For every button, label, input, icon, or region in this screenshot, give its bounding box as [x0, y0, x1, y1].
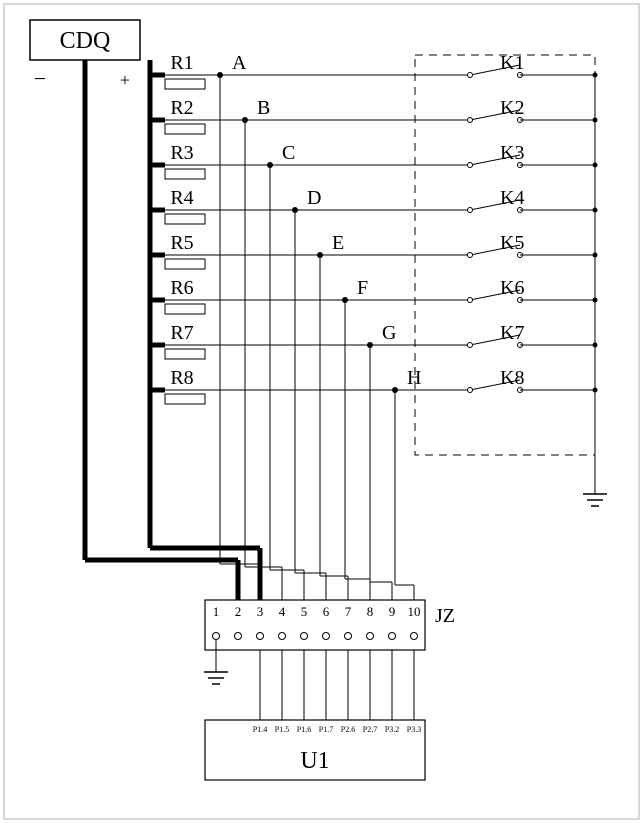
svg-text:6: 6 — [323, 604, 330, 619]
svg-text:5: 5 — [301, 604, 308, 619]
svg-text:8: 8 — [367, 604, 374, 619]
resistor-R6 — [165, 304, 205, 314]
switch-label-K2: K2 — [500, 97, 524, 119]
u1-pin-P1.4: P1.4 — [253, 725, 267, 734]
jz-pin-7 — [345, 633, 352, 640]
svg-text:+: + — [120, 70, 130, 90]
svg-text:1: 1 — [213, 604, 220, 619]
jz-pin-5 — [301, 633, 308, 640]
resistor-R7 — [165, 349, 205, 359]
jz-pin-2 — [235, 633, 242, 640]
switch-label-K4: K4 — [500, 187, 524, 209]
connector-label: JZ — [435, 605, 455, 627]
switch-label-K7: K7 — [500, 322, 524, 344]
resistor-R2 — [165, 124, 205, 134]
node-label-E: E — [332, 232, 344, 254]
resistor-label-R2: R2 — [170, 97, 193, 119]
node-label-F: F — [357, 277, 368, 299]
u1-pin-P3.3: P3.3 — [407, 725, 421, 734]
node-label-H: H — [407, 367, 421, 389]
svg-text:4: 4 — [279, 604, 286, 619]
jz-pin-8 — [367, 633, 374, 640]
svg-text:9: 9 — [389, 604, 396, 619]
resistor-label-R3: R3 — [170, 142, 193, 164]
resistor-label-R5: R5 — [170, 232, 193, 254]
frame — [4, 4, 639, 819]
jz-pin-9 — [389, 633, 396, 640]
u1-pin-P3.2: P3.2 — [385, 725, 399, 734]
resistor-label-R8: R8 — [170, 367, 193, 389]
resistor-R5 — [165, 259, 205, 269]
resistor-R8 — [165, 394, 205, 404]
u1-pin-P1.7: P1.7 — [319, 725, 333, 734]
svg-text:2: 2 — [235, 604, 242, 619]
resistor-R3 — [165, 169, 205, 179]
u1-pin-P1.6: P1.6 — [297, 725, 311, 734]
resistor-label-R6: R6 — [170, 277, 193, 299]
svg-text:−: − — [34, 66, 46, 91]
u1-pin-P2.6: P2.6 — [341, 725, 355, 734]
jz-pin-3 — [257, 633, 264, 640]
node-label-A: A — [232, 52, 247, 74]
resistor-label-R1: R1 — [170, 52, 193, 74]
node-label-D: D — [307, 187, 321, 209]
resistor-label-R4: R4 — [170, 187, 193, 209]
node-label-C: C — [282, 142, 295, 164]
node-label-G: G — [382, 322, 396, 344]
u1-pin-P2.7: P2.7 — [363, 725, 377, 734]
switch-label-K8: K8 — [500, 367, 524, 389]
u1-pin-P1.5: P1.5 — [275, 725, 289, 734]
jz-pin-4 — [279, 633, 286, 640]
jz-pin-10 — [411, 633, 418, 640]
u1-label: U1 — [300, 748, 329, 774]
jz-pin-1 — [213, 633, 220, 640]
switch-label-K3: K3 — [500, 142, 524, 164]
node-label-B: B — [257, 97, 270, 119]
svg-text:7: 7 — [345, 604, 352, 619]
switch-label-K1: K1 — [500, 52, 524, 74]
resistor-R4 — [165, 214, 205, 224]
resistor-R1 — [165, 79, 205, 89]
jz-pin-6 — [323, 633, 330, 640]
svg-text:CDQ: CDQ — [60, 28, 111, 54]
svg-text:10: 10 — [408, 604, 421, 619]
resistor-label-R7: R7 — [170, 322, 193, 344]
switch-label-K6: K6 — [500, 277, 524, 299]
switch-label-K5: K5 — [500, 232, 524, 254]
svg-text:3: 3 — [257, 604, 264, 619]
